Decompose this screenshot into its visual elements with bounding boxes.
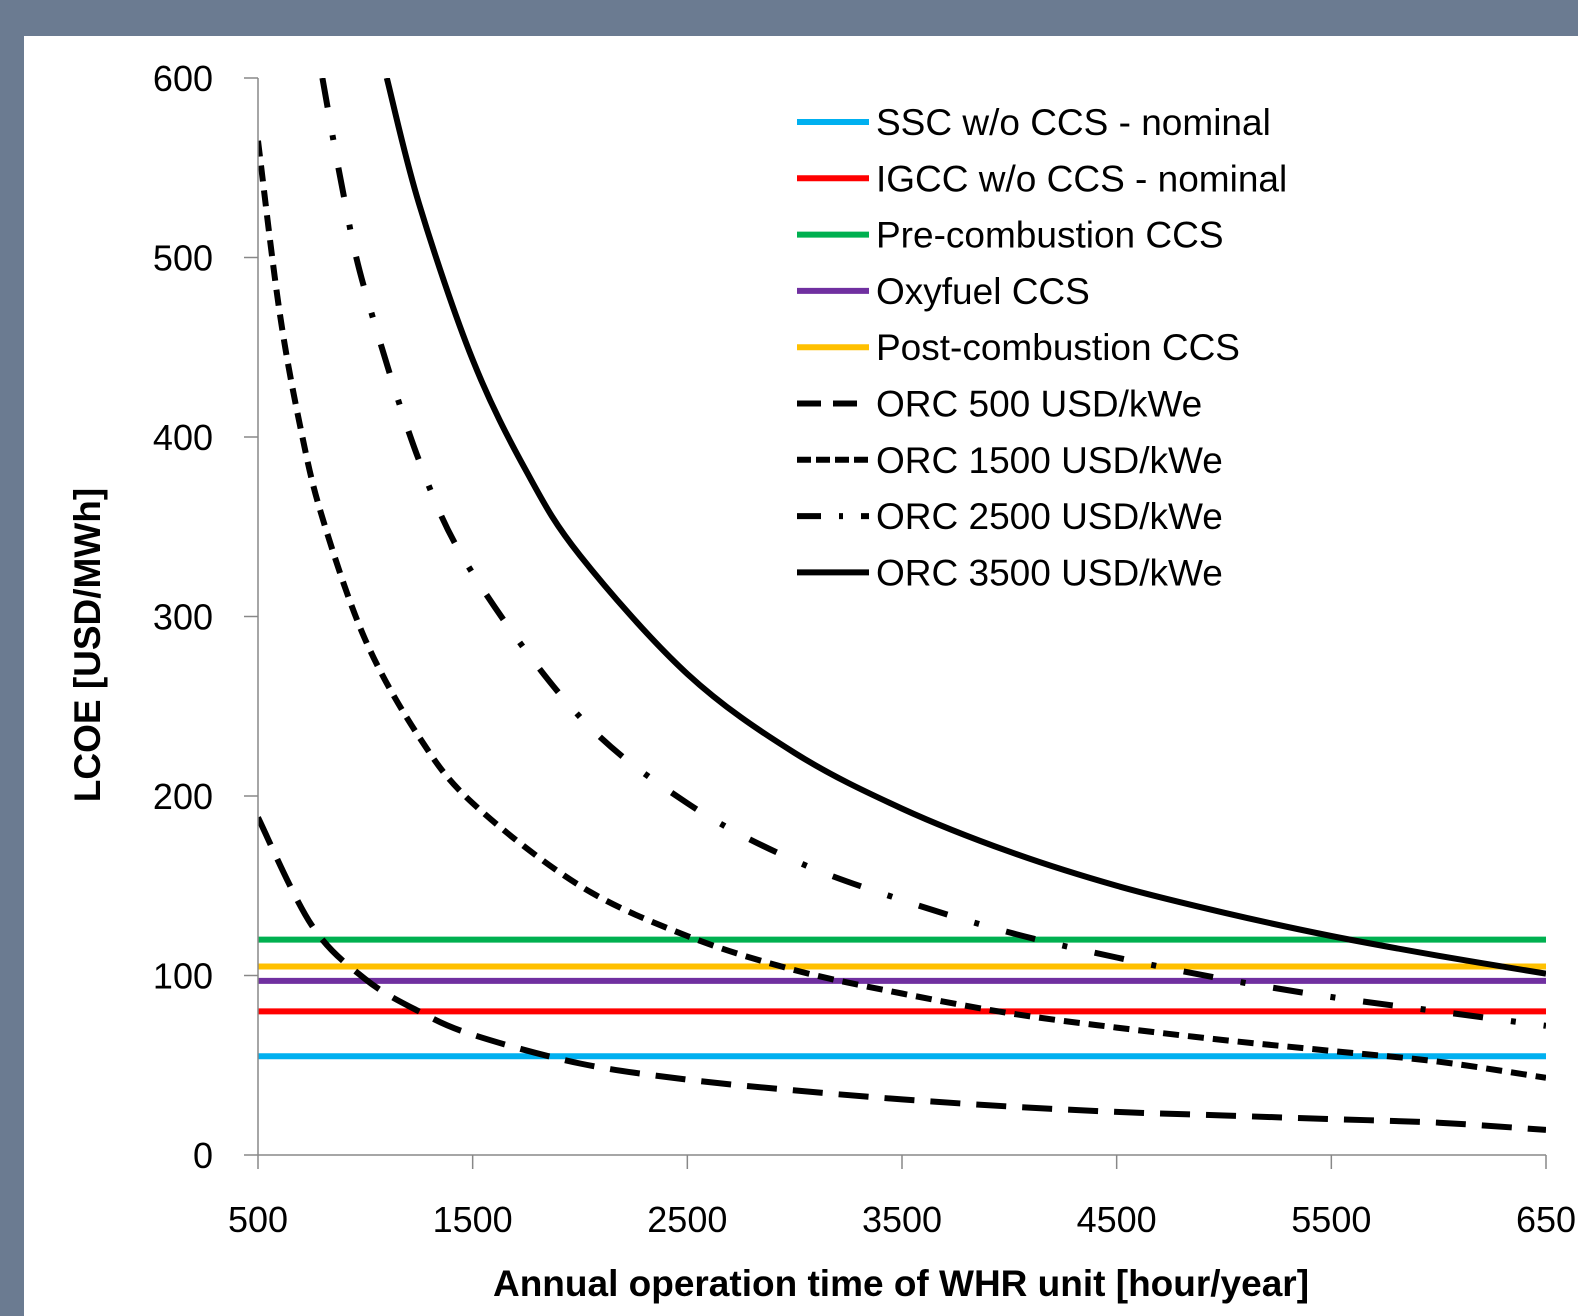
legend-label-orc-500-usd-kwe: ORC 500 USD/kWe (876, 384, 1202, 425)
legend-label-orc-1500-usd-kwe: ORC 1500 USD/kWe (876, 440, 1223, 481)
x-tick-label: 650 (1516, 1199, 1576, 1240)
x-tick-label: 1500 (433, 1199, 513, 1240)
y-tick-label: 500 (153, 238, 213, 279)
legend-label-pre-combustion-ccs: Pre-combustion CCS (876, 215, 1224, 256)
series-line-orc-500-usd-kwe (258, 816, 1546, 1133)
y-tick-label: 400 (153, 417, 213, 458)
tick-labels: 0 100 200 300 400 500 600 500 1500 2500 3500 4500 55… (153, 58, 1576, 1240)
x-tick-label: 500 (228, 1199, 288, 1240)
series-line-orc-3500-usd-kwe (383, 78, 1546, 977)
legend-label-oxyfuel-ccs: Oxyfuel CCS (876, 271, 1090, 312)
y-tick-label: 300 (153, 597, 213, 638)
series-line-orc-1500-usd-kwe (258, 140, 1546, 1081)
legend-label-igcc-w-o-ccs-nominal: IGCC w/o CCS - nominal (876, 158, 1287, 199)
y-tick-label: 100 (153, 956, 213, 997)
x-tick-label: 3500 (862, 1199, 942, 1240)
legend: SSC w/o CCS - nominal IGCC w/o CCS - nomi… (797, 102, 1287, 593)
axes (244, 77, 1547, 1169)
chart-card (24, 36, 1578, 1316)
legend-label-orc-2500-usd-kwe: ORC 2500 USD/kWe (876, 496, 1223, 537)
y-tick-label: 600 (153, 58, 213, 99)
legend-label-post-combustion-ccs: Post-combustion CCS (876, 327, 1240, 368)
legend-label-ssc-w-o-ccs-nominal: SSC w/o CCS - nominal (876, 102, 1271, 143)
x-tick-label: 2500 (647, 1199, 727, 1240)
x-tick-label: 5500 (1291, 1199, 1371, 1240)
y-tick-label: 0 (193, 1135, 213, 1176)
plot-area (258, 78, 1546, 1133)
y-axis-title: LCOE [USD/MWh] (67, 488, 108, 802)
y-tick-label: 200 (153, 776, 213, 817)
legend-label-orc-3500-usd-kwe: ORC 3500 USD/kWe (876, 552, 1223, 593)
series-line-orc-2500-usd-kwe (319, 78, 1546, 1029)
x-axis-title: Annual operation time of WHR unit [hour/… (493, 1263, 1309, 1304)
x-tick-label: 4500 (1077, 1199, 1157, 1240)
